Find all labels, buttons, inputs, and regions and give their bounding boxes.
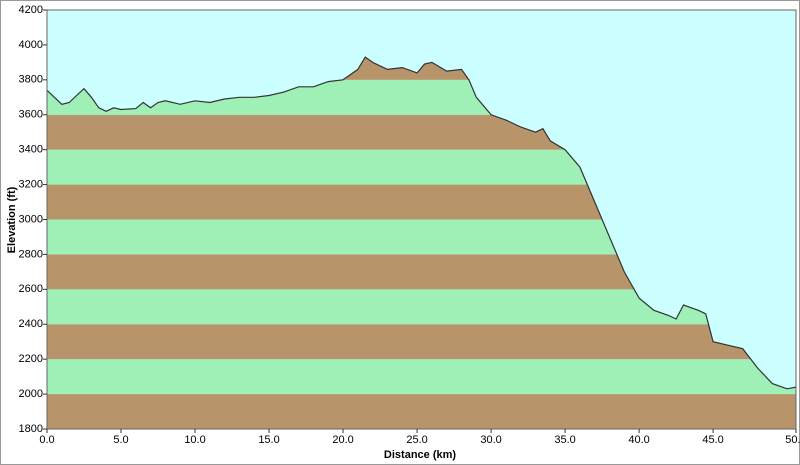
y-tick-label: 2600: [19, 283, 43, 295]
elevation-band: [47, 394, 796, 429]
y-tick-label: 2200: [19, 353, 43, 365]
elevation-band: [47, 359, 796, 395]
elevation-line: [46, 56, 797, 390]
y-tick-label: 4000: [19, 39, 43, 51]
y-tick-label: 3400: [19, 144, 43, 156]
x-tick-label: 20.0: [332, 434, 353, 446]
y-tick-label: 1800: [19, 423, 43, 435]
x-axis-label: Distance (km): [384, 449, 456, 461]
x-tick-label: 0.0: [39, 434, 54, 446]
x-tick-label: 30.0: [480, 434, 501, 446]
x-tick-label: 10.0: [184, 434, 205, 446]
elevation-band: [47, 324, 796, 360]
x-tick-label: 25.0: [406, 434, 427, 446]
y-tick-label: 2400: [19, 318, 43, 330]
y-tick-label: 3800: [19, 74, 43, 86]
x-tick-label: 15.0: [258, 434, 279, 446]
y-tick-label: 2000: [19, 388, 43, 400]
y-tick-label: 3600: [19, 109, 43, 121]
x-tick-label: 35.0: [554, 434, 575, 446]
y-tick-label: 2800: [19, 248, 43, 260]
y-tick-label: 3000: [19, 213, 43, 225]
x-tick-label: 50.6: [785, 434, 800, 446]
y-tick-label: 3200: [19, 178, 43, 190]
x-tick-label: 40.0: [628, 434, 649, 446]
x-tick-label: 45.0: [702, 434, 723, 446]
x-tick-label: 5.0: [113, 434, 128, 446]
y-tick-label: 4200: [19, 4, 43, 16]
y-axis-label: Elevation (ft): [6, 186, 18, 253]
